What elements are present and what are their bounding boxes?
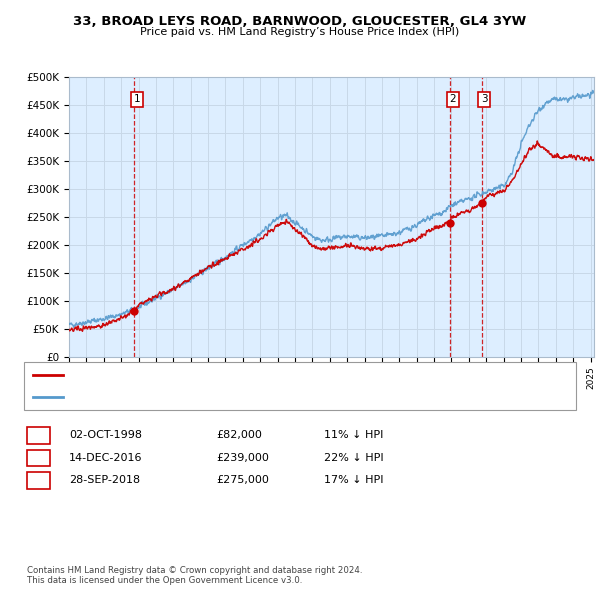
Text: 28-SEP-2018: 28-SEP-2018 <box>69 476 140 485</box>
Text: 02-OCT-1998: 02-OCT-1998 <box>69 431 142 440</box>
Text: £275,000: £275,000 <box>216 476 269 485</box>
Text: 17% ↓ HPI: 17% ↓ HPI <box>324 476 383 485</box>
Text: £239,000: £239,000 <box>216 453 269 463</box>
Text: HPI: Average price, detached house, Gloucester: HPI: Average price, detached house, Glou… <box>69 392 302 402</box>
Text: 3: 3 <box>481 94 487 104</box>
Text: Contains HM Land Registry data © Crown copyright and database right 2024.
This d: Contains HM Land Registry data © Crown c… <box>27 566 362 585</box>
Text: 33, BROAD LEYS ROAD, BARNWOOD, GLOUCESTER, GL4 3YW: 33, BROAD LEYS ROAD, BARNWOOD, GLOUCESTE… <box>73 15 527 28</box>
Text: 1: 1 <box>133 94 140 104</box>
Text: 11% ↓ HPI: 11% ↓ HPI <box>324 431 383 440</box>
Text: 1: 1 <box>35 431 42 440</box>
Text: 3: 3 <box>35 476 42 485</box>
Text: 2: 2 <box>35 453 42 463</box>
Text: Price paid vs. HM Land Registry’s House Price Index (HPI): Price paid vs. HM Land Registry’s House … <box>140 27 460 37</box>
Text: 33, BROAD LEYS ROAD, BARNWOOD, GLOUCESTER, GL4 3YW (detached house): 33, BROAD LEYS ROAD, BARNWOOD, GLOUCESTE… <box>69 370 458 380</box>
Text: 22% ↓ HPI: 22% ↓ HPI <box>324 453 383 463</box>
Text: 14-DEC-2016: 14-DEC-2016 <box>69 453 143 463</box>
Text: 2: 2 <box>449 94 456 104</box>
Text: £82,000: £82,000 <box>216 431 262 440</box>
